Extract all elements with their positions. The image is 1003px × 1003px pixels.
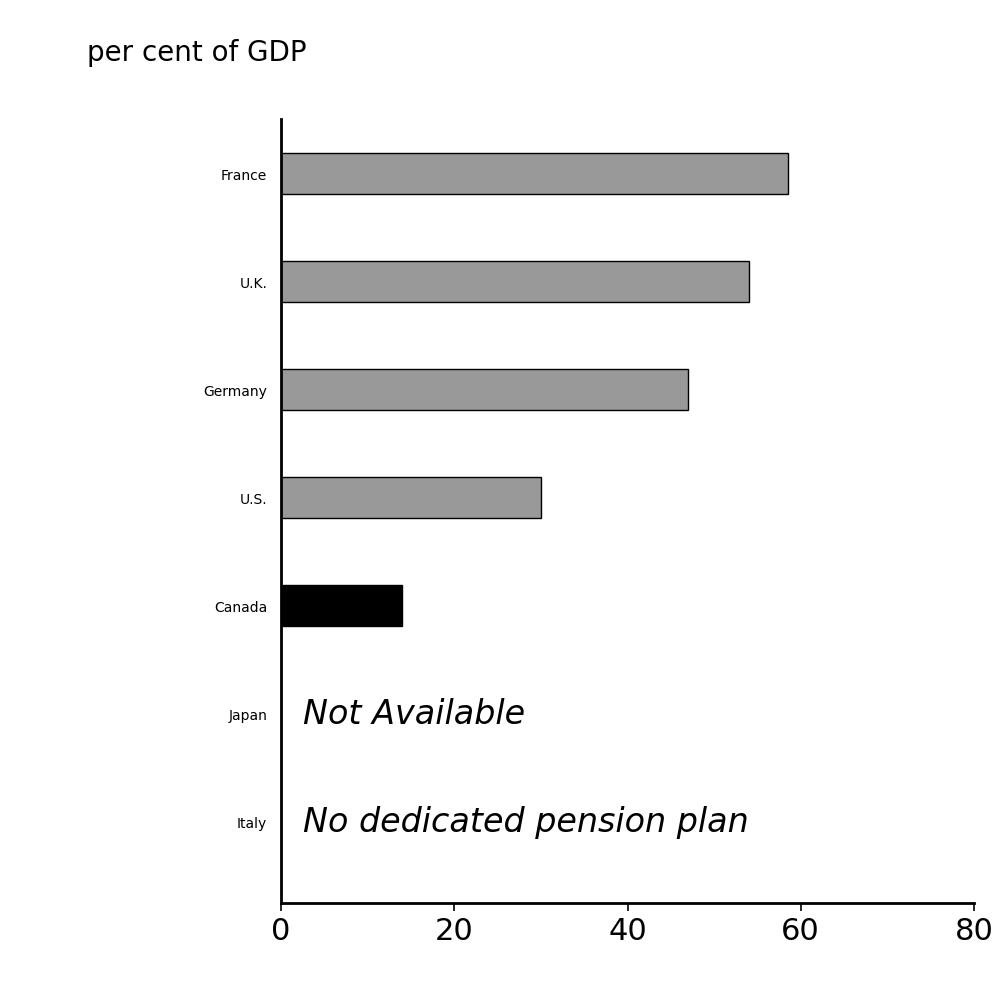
Text: Not Available: Not Available: [303, 697, 525, 730]
Bar: [281, 153, 787, 195]
Bar: [281, 370, 687, 410]
Text: per cent of GDP: per cent of GDP: [87, 39, 307, 67]
Bar: [281, 586, 402, 627]
Bar: [281, 477, 541, 519]
Text: No dedicated pension plan: No dedicated pension plan: [303, 805, 748, 839]
Bar: [281, 262, 748, 303]
